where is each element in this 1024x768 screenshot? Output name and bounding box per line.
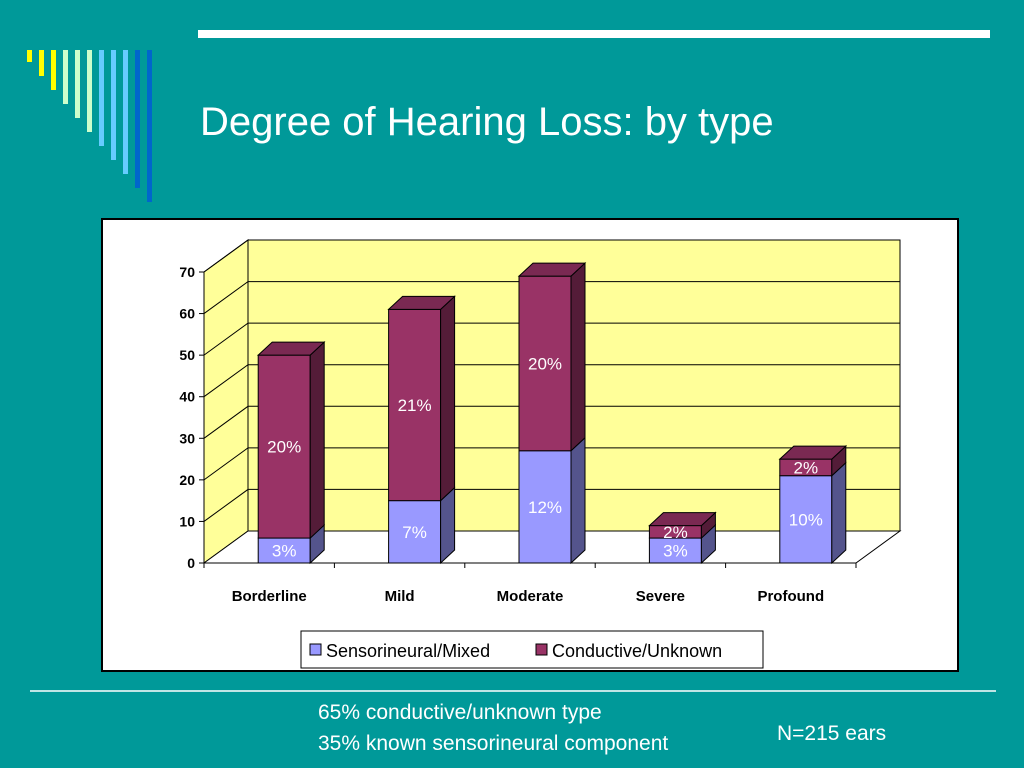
decorative-bar bbox=[111, 50, 116, 160]
gridline bbox=[203, 281, 900, 314]
data-label: 12% bbox=[528, 498, 562, 517]
gridline bbox=[203, 364, 900, 398]
data-label: 20% bbox=[267, 438, 301, 457]
y-tick-label: 0 bbox=[187, 555, 195, 571]
bar-top bbox=[778, 445, 848, 460]
stacked-bar-chart: 0 10 20 30 40 50 60 70 Borderline Mild Moderate Sev… bbox=[179, 239, 902, 669]
y-tick-label: 20 bbox=[179, 472, 195, 488]
chart-frame: 0 10 20 30 40 50 60 70 Borderline Mild Moderate Sev… bbox=[101, 218, 959, 672]
legend-swatch bbox=[535, 643, 548, 656]
gridline bbox=[203, 447, 900, 481]
category-label: Profound bbox=[757, 588, 824, 605]
decorative-bar bbox=[87, 50, 92, 132]
bar-side bbox=[309, 340, 325, 540]
bar-segment bbox=[518, 275, 572, 452]
decorative-bar bbox=[147, 50, 152, 202]
gridline bbox=[203, 239, 900, 273]
bar-top bbox=[387, 295, 456, 310]
decorative-bar bbox=[135, 50, 140, 188]
bar-side bbox=[440, 295, 456, 502]
bar-top bbox=[517, 262, 587, 277]
data-label: 10% bbox=[789, 510, 823, 529]
footnote-conductive: 65% conductive/unknown type bbox=[318, 701, 602, 724]
y-tick-label: 10 bbox=[179, 513, 195, 529]
side-wall bbox=[203, 239, 249, 564]
category-label: Mild bbox=[385, 588, 415, 605]
legend: Sensorineural/Mixed Conductive/Unknown bbox=[300, 630, 764, 669]
decorative-bar bbox=[51, 50, 56, 90]
data-label: 2% bbox=[794, 458, 819, 477]
y-tick-label: 30 bbox=[179, 430, 195, 446]
decorative-bar bbox=[27, 50, 32, 62]
bar-segment bbox=[388, 500, 442, 564]
bar-side bbox=[570, 262, 586, 452]
decorative-bar bbox=[63, 50, 68, 104]
data-label: 2% bbox=[663, 523, 688, 542]
decorative-bar bbox=[123, 50, 128, 174]
bar-side bbox=[570, 436, 586, 565]
slide-title: Degree of Hearing Loss: by type bbox=[200, 100, 774, 144]
legend-swatch bbox=[309, 643, 322, 656]
bar-segment bbox=[257, 354, 311, 539]
bar-segment bbox=[518, 450, 572, 564]
sample-size: N=215 ears bbox=[777, 722, 887, 745]
category-label: Severe bbox=[636, 588, 685, 605]
y-tick-label: 70 bbox=[179, 264, 195, 280]
legend-box bbox=[300, 630, 764, 669]
y-tick-label: 60 bbox=[179, 306, 195, 322]
data-label: 21% bbox=[398, 396, 432, 415]
decorative-bar bbox=[75, 50, 80, 118]
data-label: 20% bbox=[528, 354, 562, 373]
y-tick-label: 40 bbox=[179, 389, 195, 405]
legend-label: Sensorineural/Mixed bbox=[326, 641, 490, 661]
data-label: 7% bbox=[402, 523, 427, 542]
decorative-bar bbox=[99, 50, 104, 146]
data-label: 3% bbox=[663, 542, 688, 561]
gridline bbox=[203, 322, 900, 356]
category-label: Borderline bbox=[232, 588, 307, 605]
top-rule bbox=[198, 30, 990, 38]
gridline bbox=[203, 405, 900, 439]
bar-side bbox=[831, 461, 847, 565]
footnote-sensorineural: 35% known sensorineural component bbox=[318, 732, 669, 755]
bar-top bbox=[256, 341, 326, 356]
bar-segment bbox=[257, 537, 311, 564]
category-label: Moderate bbox=[497, 588, 564, 605]
legend-label: Conductive/Unknown bbox=[552, 641, 722, 661]
bar-top bbox=[648, 512, 717, 527]
bottom-rule bbox=[30, 690, 996, 692]
data-label: 3% bbox=[272, 542, 297, 561]
gridline bbox=[203, 488, 900, 522]
bar-segment bbox=[779, 475, 833, 564]
y-tick-label: 50 bbox=[179, 347, 195, 363]
decorative-bar bbox=[39, 50, 44, 76]
